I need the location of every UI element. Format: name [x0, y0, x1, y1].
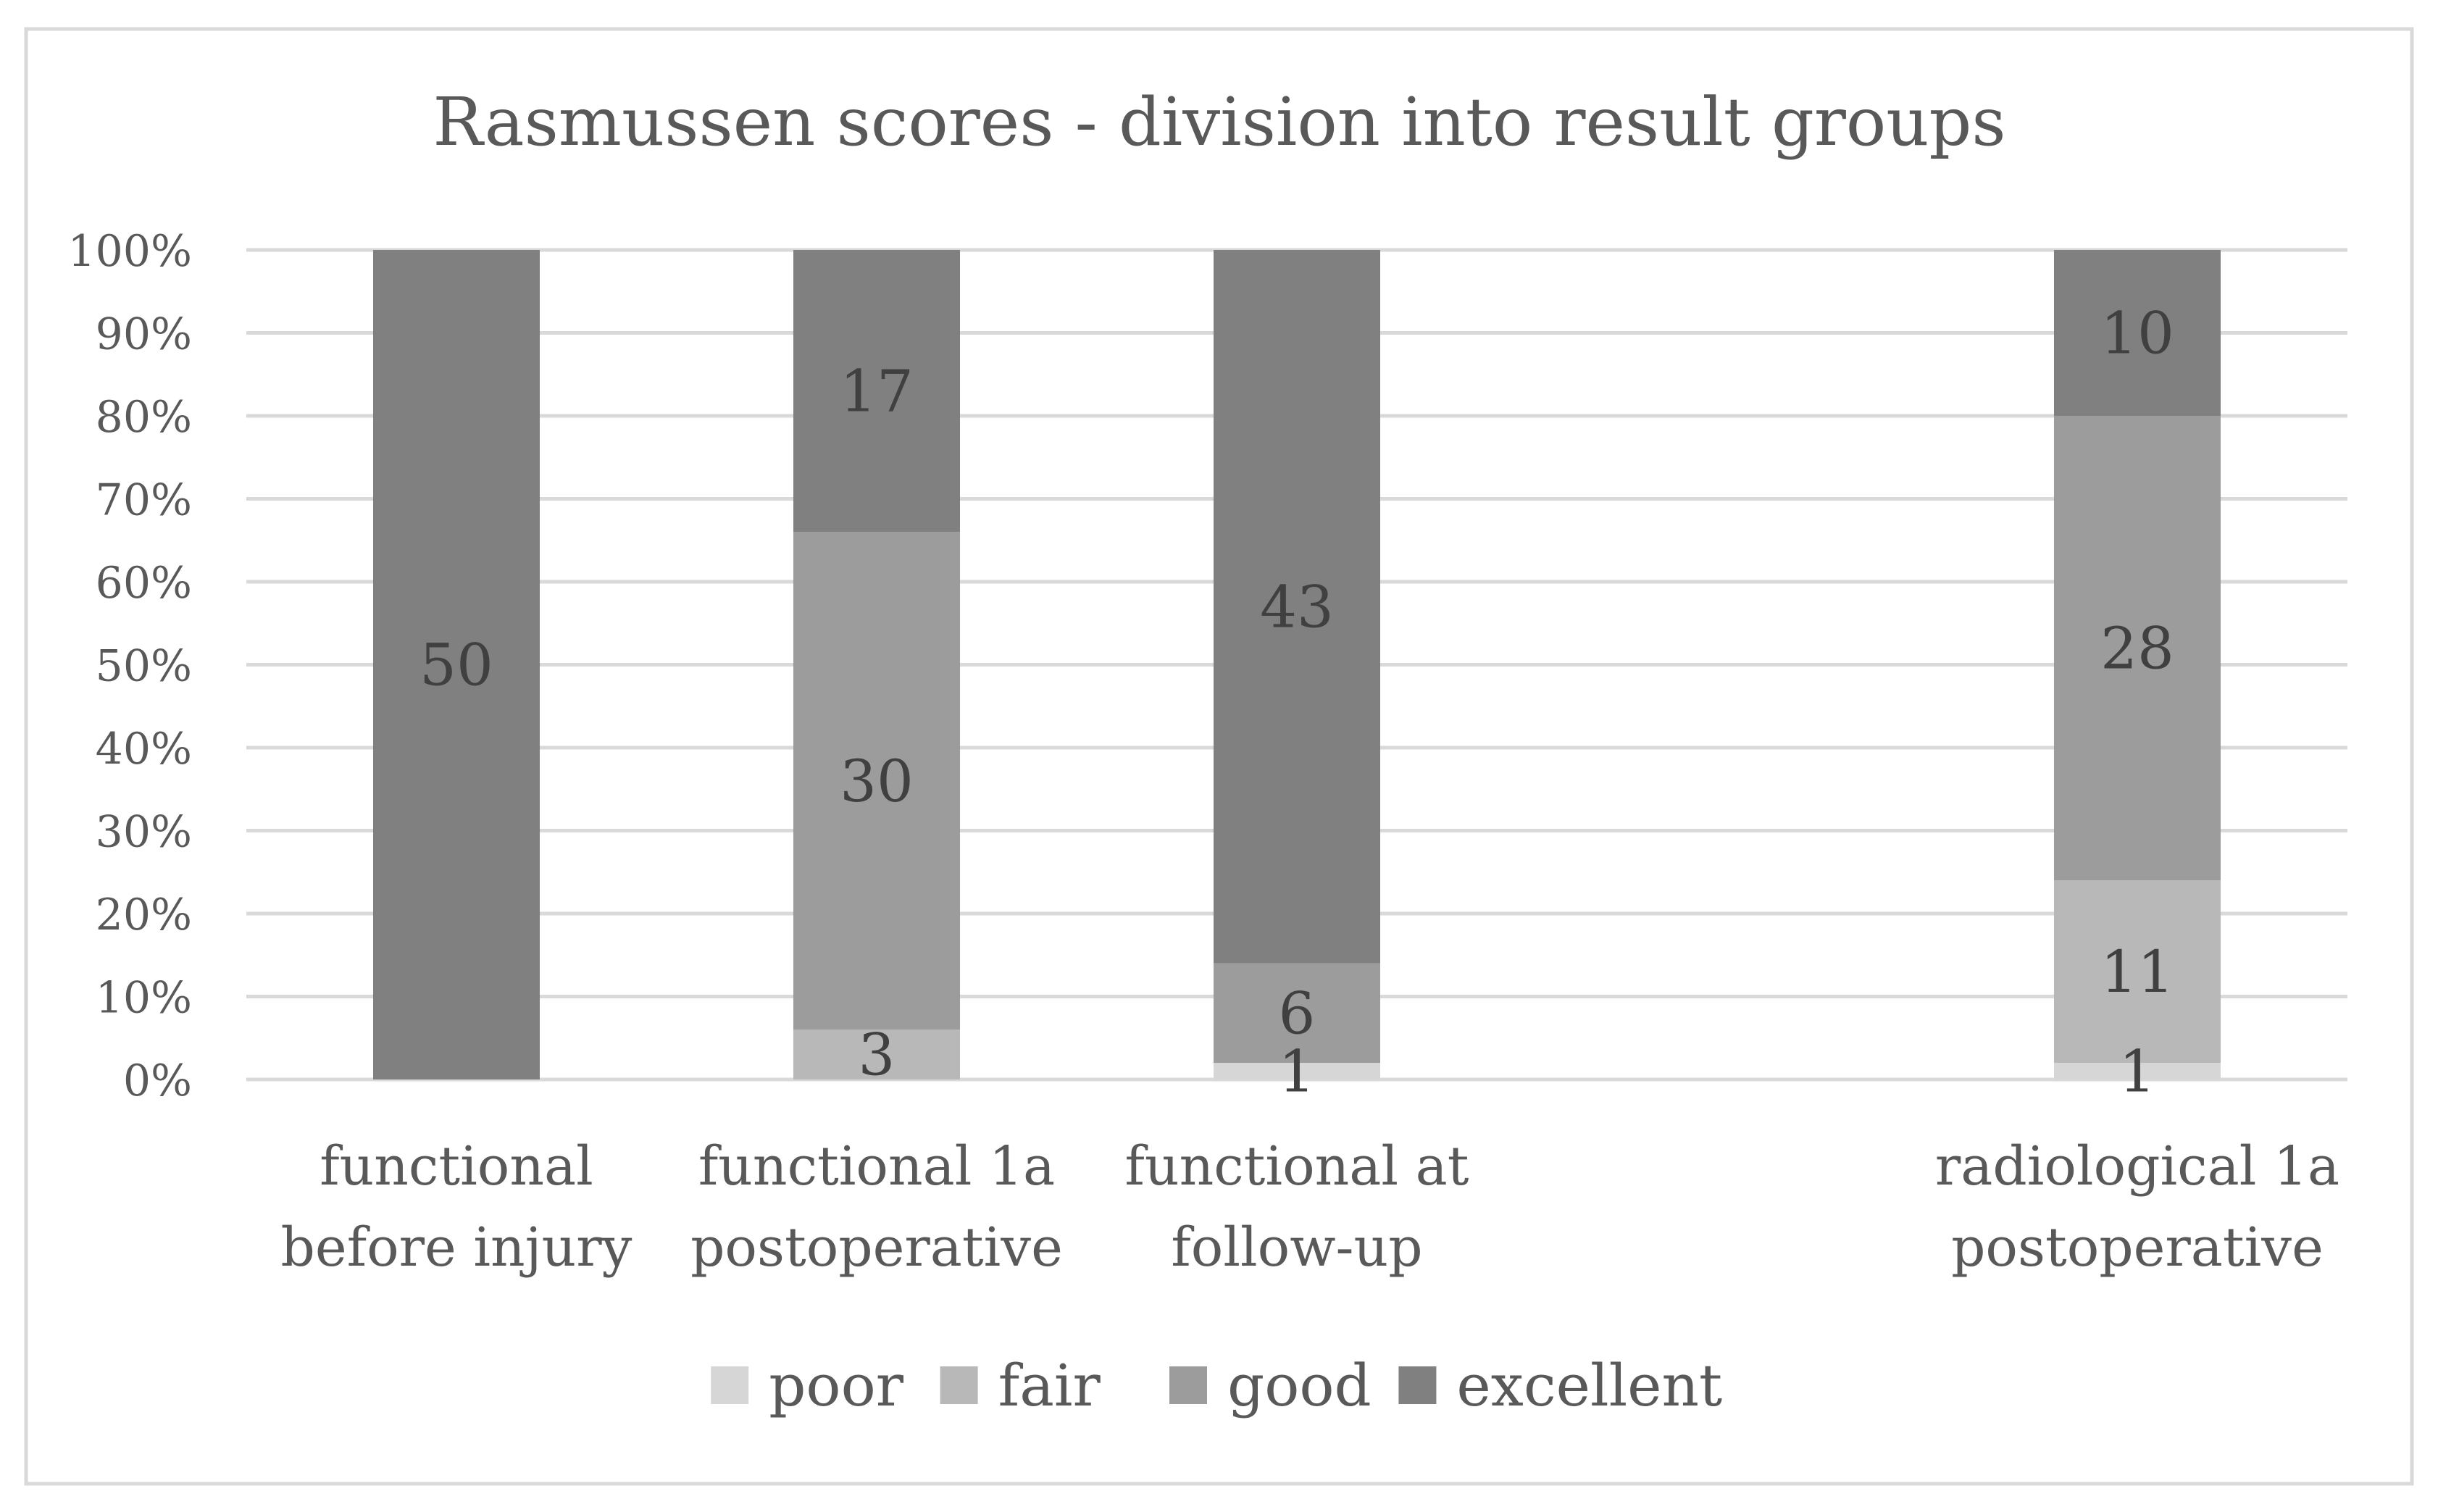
x-category-label: before injury [281, 1216, 633, 1279]
y-tick-label: 100% [67, 226, 192, 277]
legend-swatch-poor [711, 1366, 749, 1404]
y-tick-label: 70% [96, 475, 192, 526]
y-tick-label: 40% [96, 724, 192, 774]
x-category-label: postoperative [1951, 1216, 2324, 1279]
y-tick-label: 30% [96, 807, 192, 858]
legend-label-excellent: excellent [1456, 1352, 1722, 1419]
y-tick-label: 50% [96, 641, 192, 692]
y-tick-label: 0% [123, 1056, 192, 1106]
data-label: 3 [859, 1022, 896, 1089]
bar-segment-fair [793, 1029, 960, 1079]
data-label: 11 [2100, 938, 2174, 1006]
bar-segment-excellent [1214, 250, 1380, 964]
y-tick-label: 80% [96, 392, 192, 443]
bar-segment-excellent [373, 250, 540, 1079]
data-label: 28 [2100, 615, 2174, 682]
legend-swatch-good [1169, 1366, 1207, 1404]
bar-segment-good [2054, 416, 2221, 881]
y-axis-tick-labels: 0% 10% 20% 30% 40% 50% 60% 70% 80% 90% 100% [67, 226, 192, 1106]
x-axis-category-labels: functional before injury functional 1a post… [281, 1135, 2340, 1279]
data-label: 50 [419, 632, 493, 699]
data-label: 10 [2100, 300, 2174, 367]
x-category-label: functional 1a [698, 1135, 1055, 1198]
legend-swatch-fair [940, 1366, 978, 1404]
legend-label-fair: fair [998, 1352, 1101, 1419]
legend-label-poor: poor [769, 1352, 904, 1419]
y-tick-label: 60% [96, 558, 192, 609]
x-category-label: radiological 1a [1935, 1135, 2339, 1198]
legend-swatch-excellent [1398, 1366, 1437, 1404]
legend: poor fair good excellent [711, 1352, 1722, 1419]
bar-segment-fair [2054, 880, 2221, 1064]
data-label: 1 [2119, 1038, 2156, 1106]
x-category-label: follow-up [1171, 1216, 1422, 1279]
y-tick-label: 10% [96, 973, 192, 1024]
chart-title: Rasmussen scores - division into result … [433, 83, 2005, 161]
bar-segment-poor [1214, 1063, 1380, 1079]
bar-segment-good [1214, 963, 1380, 1064]
x-category-label: postoperative [690, 1216, 1063, 1279]
bar-segment-good [793, 532, 960, 1030]
y-tick-label: 90% [96, 309, 192, 360]
data-label: 30 [840, 748, 914, 815]
data-label: 43 [1260, 573, 1334, 640]
bar-segment-excellent [2054, 250, 2221, 416]
bars [373, 250, 2221, 1079]
data-label: 1 [1279, 1038, 1316, 1106]
data-label: 17 [840, 358, 914, 425]
bar-segment-poor [2054, 1063, 2221, 1079]
legend-label-good: good [1227, 1352, 1372, 1419]
x-category-label: functional at [1125, 1135, 1469, 1198]
y-tick-label: 20% [96, 890, 192, 940]
data-label: 6 [1279, 980, 1316, 1047]
bar-segment-excellent [793, 250, 960, 532]
x-category-label: functional [320, 1135, 593, 1198]
